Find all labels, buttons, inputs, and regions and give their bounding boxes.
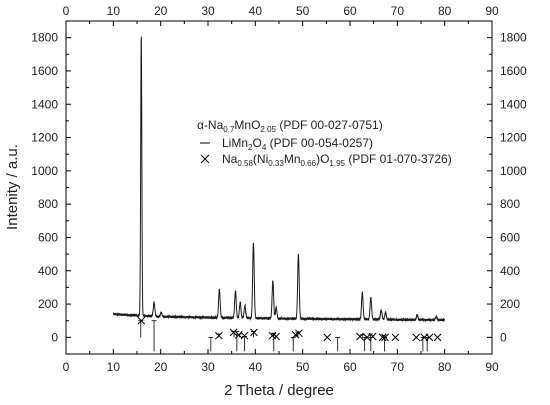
y-tick-label-left: 200 [38,297,58,311]
x-tick-label-bottom: 90 [485,360,499,374]
legend-entry-label: LiMn2O4 (PDF 00-054-0257) [222,136,373,152]
y-tick-label-right: 1600 [500,64,527,78]
reference-x-marker [295,329,303,338]
reference-x-marker [378,333,387,342]
y-tick-label-right: 0 [500,330,507,344]
y-tick-label-right: 800 [500,197,520,211]
y-tick-label-right: 1800 [500,31,527,45]
x-tick-label-bottom: 60 [343,360,357,374]
x-tick-label-bottom: 50 [296,360,310,374]
x-tick-label-bottom: 10 [107,360,121,374]
pattern-line [112,35,445,323]
reference-x-marker [137,316,146,325]
legend-entry-label: α-Na0.7MnO2.05 (PDF 00-027-0751) [197,118,383,134]
x-tick-label-top: 80 [438,4,452,18]
x-tick-label-top: 20 [154,4,168,18]
reference-x-marker [272,332,281,341]
reference-x-marker [215,331,223,340]
legend-text-run: α-Na [197,118,224,132]
legend-text-run: O [252,136,261,150]
reference-x-marker [381,333,389,342]
reference-x-marker [391,333,400,342]
legend-text-run: LiMn [222,136,248,150]
x-tick-label-bottom: 40 [249,360,263,374]
x-axis-title: 2 Theta / degree [224,382,334,399]
reference-markers [137,316,442,352]
legend-subscript: 0.7 [223,125,235,134]
x-tick-label-top: 90 [485,4,499,18]
y-tick-label-left: 1200 [31,131,58,145]
x-tick-label-top: 50 [296,4,310,18]
legend-text-run: (PDF 00-027-0751) [276,118,383,132]
x-tick-label-top: 10 [107,4,121,18]
legend-subscript: 0.58 [237,159,253,168]
legend-text-run: MnO [234,118,260,132]
y-tick-label-right: 1400 [500,97,527,111]
y-axis-title: Intenity / a.u. [4,144,21,230]
legend-text-run: (PDF 00-054-0257) [266,136,373,150]
x-tick-label-top: 40 [249,4,263,18]
y-tick-label-left: 400 [38,264,58,278]
legend-entry-label: Na0.58(Ni0.33Mn0.66)O1.95 (PDF 01-070-37… [222,152,452,168]
reference-x-marker [368,332,377,341]
y-tick-label-left: 1800 [31,31,58,45]
y-tick-label-right: 200 [500,297,520,311]
reference-x-marker [229,328,238,337]
x-tick-label-top: 0 [63,4,70,18]
legend-text-run: Mn [284,152,301,166]
pattern-layer [112,35,445,323]
y-tick-label-left: 1600 [31,64,58,78]
reference-x-marker [323,333,332,342]
x-tick-label-bottom: 70 [391,360,405,374]
legend-subscript: 0.33 [268,159,284,168]
legend-subscript: 2 [248,143,253,152]
y-tick-label-right: 600 [500,230,520,244]
x-tick-label-top: 60 [343,4,357,18]
reference-x-marker [425,333,434,342]
legend-text-run: (PDF 01-070-3726) [345,152,452,166]
y-tick-label-left: 1400 [31,97,58,111]
y-tick-label-right: 1000 [500,164,527,178]
legend-text-run: Na [222,152,238,166]
legend-text-run: (Ni [253,152,268,166]
x-tick-label-bottom: 30 [201,360,215,374]
reference-x-marker [250,328,258,337]
reference-x-marker [240,331,249,340]
x-tick-label-bottom: 20 [154,360,168,374]
legend-subscript: 0.66 [301,159,317,168]
reference-x-marker [412,333,421,342]
legend-subscript: 2.05 [260,125,276,134]
y-tick-label-left: 0 [51,330,58,344]
x-tick-label-bottom: 0 [63,360,70,374]
reference-x-marker [433,333,442,342]
x-tick-label-bottom: 80 [438,360,452,374]
y-tick-label-left: 600 [38,230,58,244]
legend-subscript: 1.95 [329,159,345,168]
y-tick-label-right: 400 [500,264,520,278]
y-tick-label-left: 1000 [31,164,58,178]
y-tick-label-left: 800 [38,197,58,211]
legend-symbol-x [200,154,210,164]
legend-subscript: 4 [262,143,267,152]
x-tick-label-top: 30 [201,4,215,18]
legend-text-run: )O [316,152,329,166]
legend: α-Na0.7MnO2.05 (PDF 00-027-0751)LiMn2O4 … [197,118,452,168]
y-tick-label-right: 1200 [500,131,527,145]
reference-x-marker [356,332,364,341]
plot-frame [65,20,493,355]
x-tick-label-top: 70 [391,4,405,18]
